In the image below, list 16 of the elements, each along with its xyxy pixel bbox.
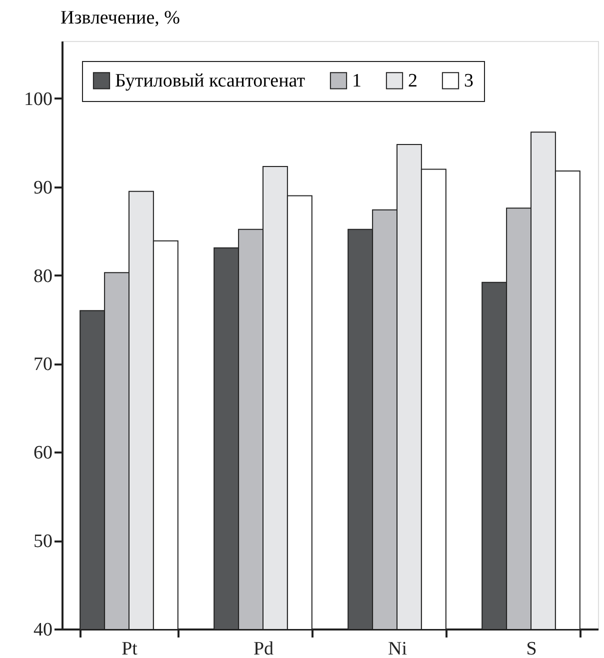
y-tick-label: 80 [34,266,52,287]
legend-label: Бутиловый ксантогенат [115,70,306,92]
y-tick-label: 100 [24,88,52,110]
y-tick-label: 90 [34,177,52,198]
y-tick-label: 50 [34,531,52,552]
x-tick-label: Pt [122,638,138,658]
legend-label: 1 [352,70,362,92]
legend-label: 2 [408,70,418,92]
y-tick-label: 40 [34,620,52,640]
y-tick-label: 70 [34,354,52,376]
x-tick-label: S [526,638,537,658]
y-axis-title: Извлечение, % [60,8,180,28]
x-tick-label: Ni [388,638,407,658]
y-tick-label: 60 [34,442,52,464]
x-tick-label: Pd [253,638,274,658]
legend-label: 3 [464,70,474,92]
